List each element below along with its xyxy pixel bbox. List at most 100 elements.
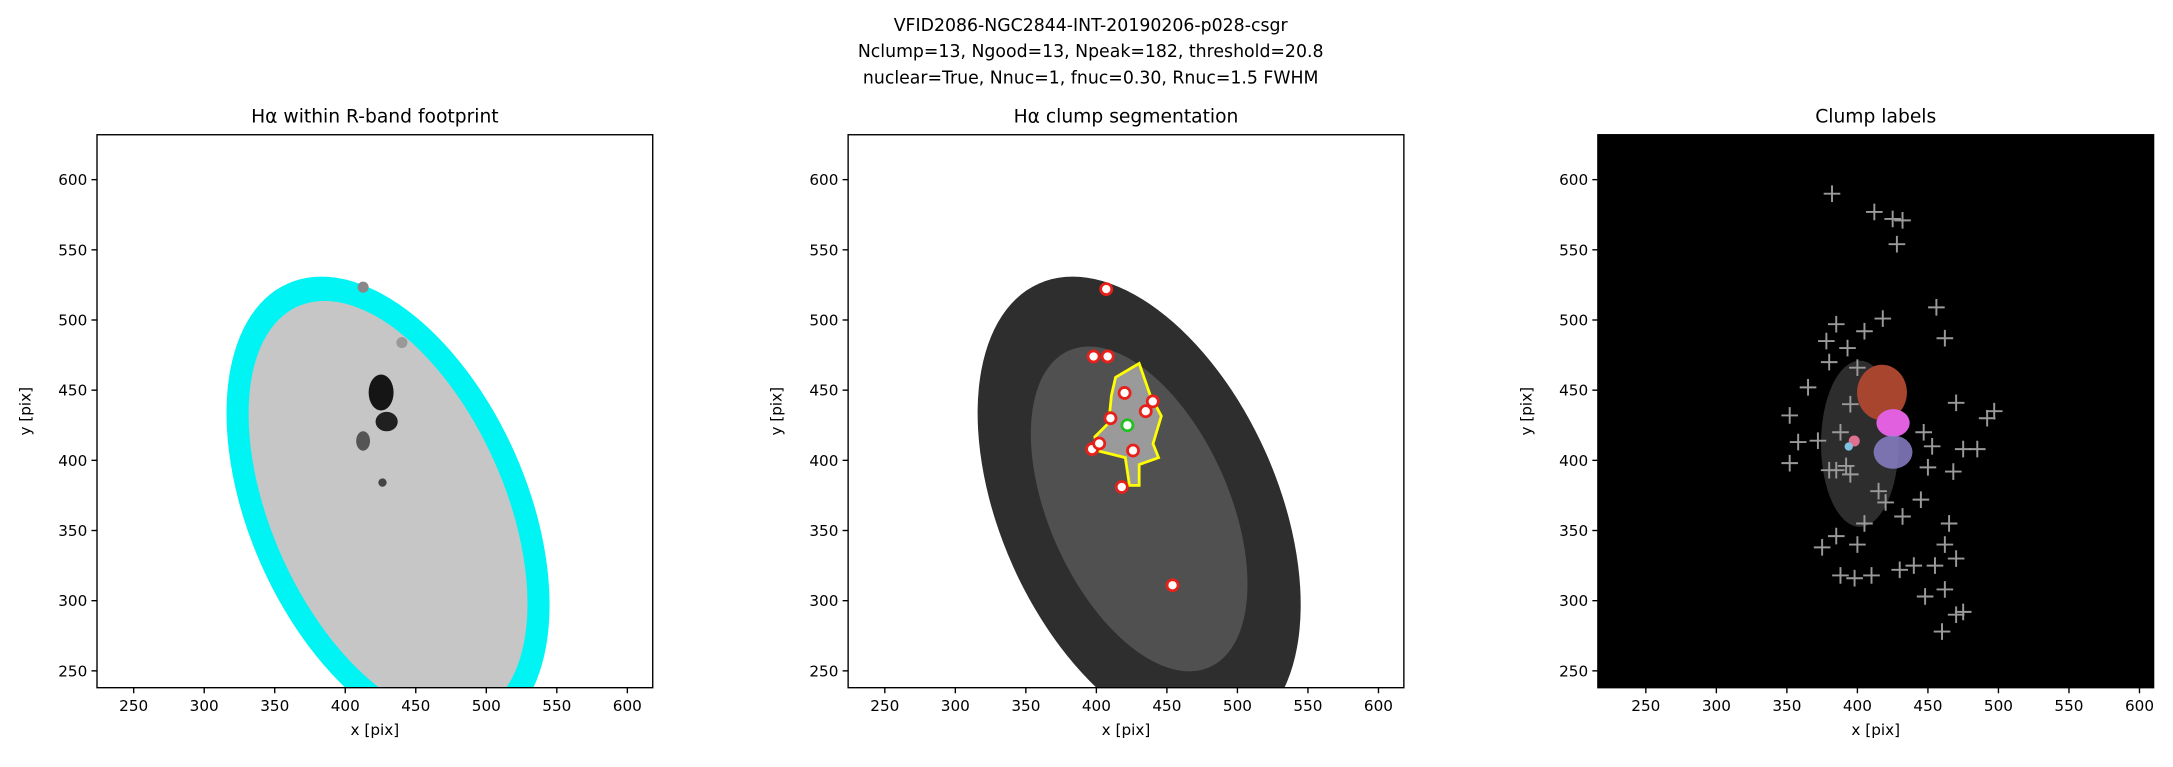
y-tick-label: 450 [1559, 382, 1588, 400]
peak-marker [1856, 515, 1873, 532]
y-tick-label: 300 [58, 592, 87, 610]
peak-marker [1839, 339, 1856, 357]
x-tick-label: 300 [1702, 697, 1731, 715]
y-tick-label: 250 [1559, 662, 1588, 680]
peak-marker [1954, 603, 1972, 621]
y-tick-label: 400 [1559, 452, 1588, 470]
plot-area [1085, 282, 1180, 593]
peak-marker [1985, 402, 2003, 420]
peak-marker [1894, 212, 1911, 229]
clump-marker [1117, 386, 1132, 400]
x-tick-label: 600 [1364, 697, 1393, 715]
peak-marker [1940, 515, 1958, 532]
x-tick-label: 350 [260, 697, 289, 715]
clump-marker [1145, 394, 1160, 409]
y-tick-label: 500 [809, 312, 838, 330]
y-tick-label: 600 [809, 171, 838, 189]
y-tick-label: 300 [809, 592, 838, 610]
peak-marker [1832, 423, 1849, 441]
clump-marker [1165, 578, 1180, 593]
x-axis-label: x [pix] [351, 721, 400, 739]
peak-marker [1915, 423, 1933, 441]
x-tick-label: 350 [1011, 697, 1040, 715]
y-tick-label: 300 [1559, 592, 1588, 610]
x-tick-label: 250 [1631, 697, 1660, 715]
y-tick-label: 350 [809, 522, 838, 540]
axes-frame [96, 134, 654, 689]
peak-marker [1933, 623, 1951, 640]
x-tick-label: 450 [1913, 697, 1942, 715]
x-tick-label: 300 [190, 697, 219, 715]
x-tick-label: 550 [1293, 697, 1322, 715]
peak-marker [1891, 561, 1909, 579]
suptitle: Nclump=13, Ngood=13, Npeak=182, threshol… [858, 42, 1324, 62]
peak-marker [1842, 395, 1859, 413]
y-axis-label: y [pix] [16, 387, 34, 436]
axes-frame [847, 134, 1405, 689]
peak-marker [1820, 353, 1838, 371]
peak-marker [1827, 527, 1845, 545]
x-tick-label: 500 [1223, 697, 1252, 715]
axes-title: Hα clump segmentation [1014, 106, 1239, 127]
peak-marker [1827, 315, 1845, 333]
x-tick-label: 300 [941, 697, 970, 715]
y-tick-label: 500 [58, 312, 87, 330]
peak-marker [1799, 379, 1817, 396]
y-tick-label: 500 [1559, 312, 1588, 330]
peak-marker [1916, 588, 1934, 605]
peak-marker [1894, 508, 1911, 525]
x-tick-label: 350 [1772, 697, 1801, 715]
peak-marker [1947, 394, 1965, 412]
clump-marker [1138, 404, 1153, 419]
x-tick-label: 600 [2125, 697, 2154, 715]
clump-marker [1100, 349, 1115, 364]
x-axis-label: x [pix] [1102, 721, 1151, 739]
peak-marker [1823, 185, 1841, 203]
suptitle: nuclear=True, Nnuc=1, fnuc=0.30, Rnuc=1.… [863, 68, 1319, 88]
y-tick-label: 550 [809, 241, 838, 259]
peak-marker [1912, 491, 1930, 508]
peak-marker [1936, 536, 1954, 553]
peak-marker [1856, 322, 1873, 340]
peak-marker [1936, 581, 1954, 598]
clump-marker [1099, 282, 1114, 297]
peak-marker [1781, 407, 1799, 424]
image [1597, 134, 2154, 688]
x-tick-label: 500 [472, 697, 501, 715]
peak-marker [1842, 466, 1859, 483]
clump-marker [1086, 349, 1101, 364]
y-tick-label: 450 [58, 382, 87, 400]
x-tick-label: 450 [401, 697, 430, 715]
peak-marker [1870, 482, 1887, 500]
clump-marker [1114, 480, 1129, 494]
y-axis-label: y [pix] [768, 387, 786, 436]
peak-marker [1866, 203, 1883, 221]
peak-marker [1884, 210, 1901, 228]
peak-marker [1846, 569, 1863, 587]
y-tick-label: 400 [58, 452, 87, 470]
y-tick-label: 350 [1559, 522, 1588, 540]
peak-marker [1832, 567, 1849, 584]
peak-marker [1813, 539, 1831, 556]
peak-marker [1954, 440, 1972, 458]
peak-marker [1968, 440, 1986, 458]
clump-marker [1126, 443, 1140, 458]
peak-marker [1923, 437, 1941, 455]
y-tick-label: 450 [809, 382, 838, 400]
y-tick-label: 250 [809, 662, 838, 680]
axes-title: Clump labels [1815, 106, 1936, 127]
peak-marker [1945, 463, 1962, 480]
x-tick-label: 600 [613, 697, 642, 715]
peak-marker [1818, 332, 1835, 350]
x-axis-label: x [pix] [1851, 721, 1900, 739]
axes-frame [1597, 134, 2155, 689]
y-tick-label: 400 [809, 452, 838, 470]
peak-marker [1837, 457, 1855, 475]
clump-marker [1103, 411, 1118, 426]
peak-marker [1874, 310, 1892, 327]
y-tick-label: 250 [58, 662, 87, 680]
peak-marker [1877, 494, 1894, 511]
peak-marker [1820, 461, 1838, 479]
peak-marker [1926, 557, 1944, 574]
